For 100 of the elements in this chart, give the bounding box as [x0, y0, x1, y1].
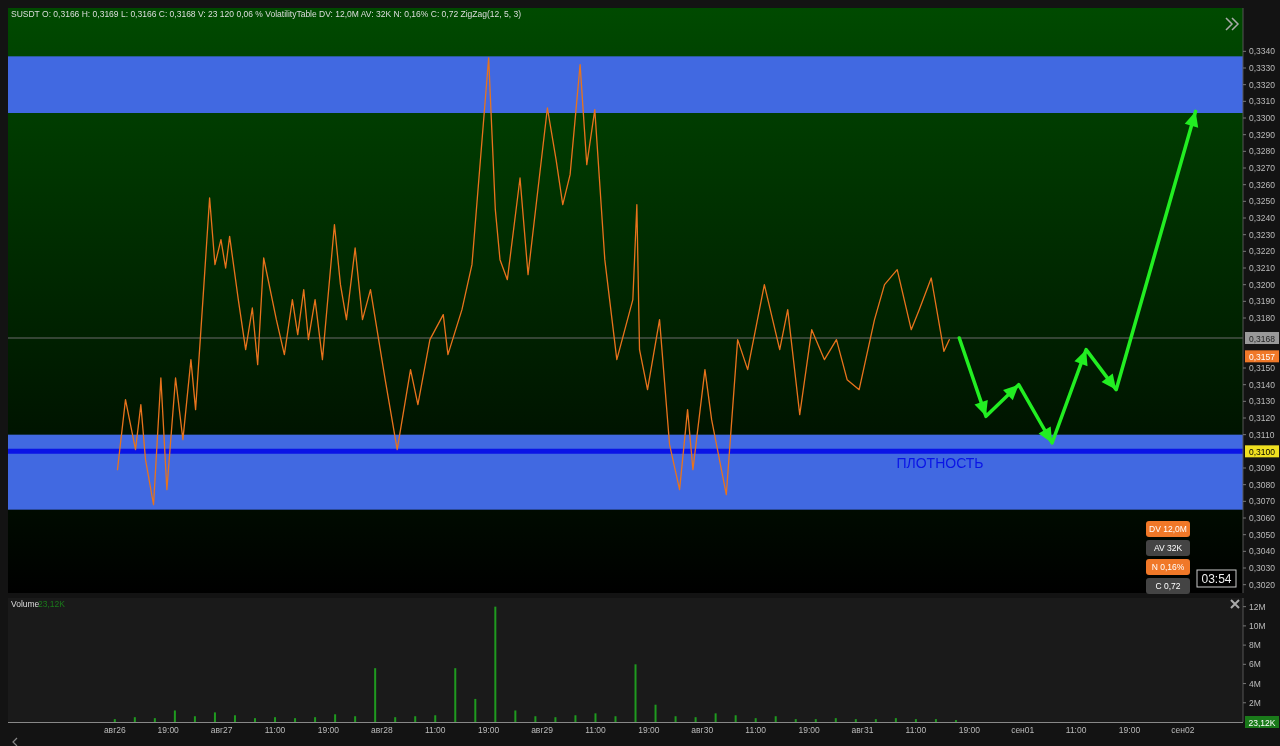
- bar: [494, 606, 497, 722]
- annotation: DV 12,0M: [1149, 524, 1187, 534]
- y-tick-label: 0,3240: [1249, 213, 1276, 223]
- annotation: N 0,16%: [1151, 562, 1185, 572]
- chart-title: SUSDT O: 0,3166 H: 0,3169 L: 0,3166 C: 0,3168 V: 23 120 0,06 % VolatilityTable DV: 12,0M AV: 32K N: 0,16% C: 0,72 ZigZag(12, 5, 3): [11, 9, 522, 19]
- text: 23,12K: [1248, 718, 1276, 728]
- x-tick-label: авг27: [210, 725, 233, 735]
- y-tick-label: 0,3260: [1249, 179, 1276, 190]
- bar: [754, 718, 757, 722]
- y-tick-label: 0,3030: [1249, 563, 1276, 573]
- x-tick-label: 11:00: [1065, 725, 1087, 735]
- x-tick-label: 19:00: [478, 725, 500, 735]
- x-tick-label: 11:00: [745, 725, 767, 735]
- bar: [334, 714, 337, 722]
- y-tick-label: 0,3130: [1249, 396, 1276, 407]
- bar: [894, 718, 897, 722]
- bar: [394, 717, 397, 722]
- y-tick-label: 8M: [1249, 640, 1261, 651]
- y-tick-label: 0,3190: [1249, 296, 1276, 307]
- y-tick-label: 0,3050: [1249, 529, 1276, 540]
- bar: [414, 716, 417, 722]
- y-tick-label: 0,3310: [1249, 96, 1276, 107]
- bar: [614, 716, 617, 722]
- y-tick-label: 0,3220: [1249, 246, 1276, 257]
- y-tick-label: 0,3330: [1249, 63, 1276, 73]
- bar: [814, 719, 817, 722]
- bar: [173, 710, 176, 722]
- y-tick-label: 0,3230: [1249, 229, 1276, 240]
- x-tick-label: 19:00: [157, 725, 180, 735]
- y-tick-label: 2M: [1249, 697, 1261, 708]
- x-tick-label: авг28: [370, 725, 393, 735]
- bar: [153, 718, 156, 722]
- bar: [654, 704, 657, 722]
- bar: [774, 716, 777, 722]
- bar: [734, 715, 737, 722]
- ref-line-label: 0,3168: [1249, 334, 1276, 344]
- bar: [534, 716, 537, 722]
- bar: [794, 719, 797, 722]
- x-tick-label: 11:00: [424, 725, 446, 735]
- bar: [834, 718, 837, 722]
- x-tick-label: 19:00: [1118, 725, 1141, 735]
- bar: [914, 719, 917, 722]
- bar: [474, 698, 477, 722]
- x-tick-label: 11:00: [264, 725, 286, 735]
- bar: [274, 717, 277, 722]
- y-tick-label: 4M: [1249, 678, 1261, 689]
- bar: [354, 716, 357, 722]
- x-tick-label: авг30: [691, 725, 714, 735]
- y-tick-label: 0,3280: [1249, 146, 1276, 157]
- bar: [514, 710, 517, 722]
- bar: [193, 716, 196, 722]
- y-tick-label: 0,3200: [1249, 279, 1276, 290]
- bar: [454, 668, 457, 722]
- bar: [374, 668, 377, 722]
- y-tick-label: 0,3320: [1249, 79, 1276, 90]
- y-tick-label: 10M: [1249, 620, 1266, 631]
- y-tick-label: 0,3150: [1249, 363, 1276, 373]
- y-tick-label: 0,3040: [1249, 546, 1276, 557]
- annotation: C 0,72: [1155, 581, 1181, 591]
- x-tick-label: сен01: [1011, 725, 1035, 735]
- bar: [133, 717, 136, 722]
- x-tick-label: 19:00: [317, 725, 340, 735]
- ref-line-label: ПЛОТНОСТЬ: [896, 455, 984, 472]
- x-tick-label: авг29: [531, 725, 554, 735]
- x-tick-label: 11:00: [585, 725, 607, 735]
- y-tick-label: 0,3340: [1249, 46, 1276, 57]
- y-tick-label: 0,3080: [1249, 479, 1276, 490]
- y-tick-label: 0,3120: [1249, 413, 1276, 423]
- y-tick-label: 0,3210: [1249, 263, 1276, 273]
- bar: [714, 713, 717, 722]
- bar: [694, 717, 697, 722]
- x-tick-label: 19:00: [798, 725, 820, 735]
- bar: [233, 715, 236, 722]
- bar: [113, 719, 116, 722]
- bar: [934, 719, 937, 722]
- annotation: 03:54: [1201, 572, 1232, 586]
- x-tick-label: авг31: [851, 725, 874, 735]
- y-tick-label: 0,3020: [1249, 579, 1276, 590]
- bar: [874, 719, 877, 722]
- y-tick-label: 0,3250: [1249, 196, 1276, 207]
- chart-title: Volume: [11, 599, 40, 609]
- annotation: 23,12K: [38, 599, 66, 609]
- bar: [574, 715, 577, 722]
- bar: [294, 718, 297, 722]
- annotation: AV 32K: [1153, 543, 1183, 553]
- bar: [434, 715, 437, 722]
- bar: [854, 719, 857, 722]
- annotation: 0,3100: [1249, 447, 1276, 458]
- y-tick-label: 0,3140: [1249, 379, 1276, 390]
- x-tick-label: авг26: [103, 725, 126, 735]
- y-tick-label: 0,3110: [1249, 429, 1275, 440]
- y-tick-label: 0,3290: [1249, 129, 1276, 140]
- x-tick-label: 19:00: [638, 725, 660, 735]
- y-tick-label: 0,3300: [1249, 113, 1276, 123]
- y-tick-label: 6M: [1249, 659, 1261, 670]
- y-tick-label: 0,3180: [1249, 313, 1276, 323]
- x-tick-label: сен02: [1171, 725, 1195, 735]
- y-tick-label: 0,3070: [1249, 496, 1276, 507]
- bar: [674, 716, 677, 722]
- bar: [594, 713, 597, 722]
